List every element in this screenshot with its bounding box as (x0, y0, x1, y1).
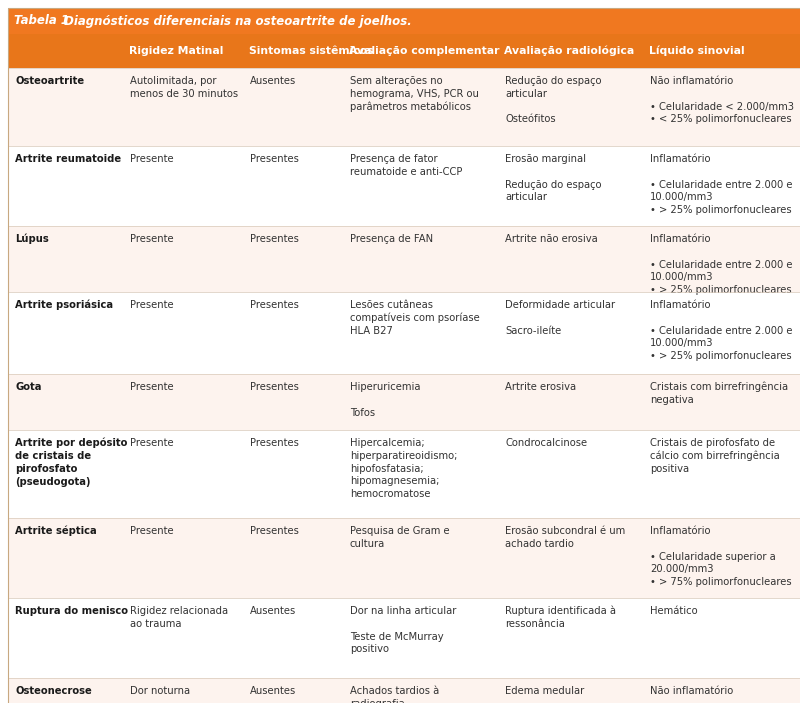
Bar (8, 374, 800, 430)
Text: Tabela 1.: Tabela 1. (14, 15, 74, 27)
Bar (8, 34, 800, 68)
Bar (8, 678, 800, 703)
Text: Hipercalcemia;
hiperparatireoidismo;
hipofosfatasia;
hipomagnesemia;
hemocromato: Hipercalcemia; hiperparatireoidismo; hip… (350, 438, 458, 499)
Bar (8, 518, 800, 598)
Text: Dor noturna: Dor noturna (130, 686, 190, 696)
Text: Avaliação complementar: Avaliação complementar (349, 46, 499, 56)
Text: Ausentes: Ausentes (250, 606, 296, 616)
Bar (8, 68, 800, 146)
Text: Condrocalcinose: Condrocalcinose (505, 438, 587, 448)
Text: Rigidez Matinal: Rigidez Matinal (129, 46, 223, 56)
Text: Lesões cutâneas
compatíveis com psoríase
HLA B27: Lesões cutâneas compatíveis com psoríase… (350, 300, 480, 336)
Text: Hiperuricemia

Tofos: Hiperuricemia Tofos (350, 382, 421, 418)
Text: Presença de fator
reumatoide e anti-CCP: Presença de fator reumatoide e anti-CCP (350, 154, 462, 176)
Text: Gota: Gota (15, 382, 42, 392)
Text: Presente: Presente (130, 438, 174, 448)
Text: Hemático: Hemático (650, 606, 698, 616)
Text: Diagnósticos diferenciais na osteoartrite de joelhos.: Diagnósticos diferenciais na osteoartrit… (60, 15, 412, 27)
Text: Artrite psoriásica: Artrite psoriásica (15, 300, 113, 311)
Text: Sintomas sistêmicos: Sintomas sistêmicos (249, 46, 374, 56)
Text: Artrite séptica: Artrite séptica (15, 526, 97, 536)
Text: Presentes: Presentes (250, 154, 299, 164)
Text: Deformidade articular

Sacro-ileíte: Deformidade articular Sacro-ileíte (505, 300, 615, 335)
Text: Cristais com birrefringência
negativa: Cristais com birrefringência negativa (650, 382, 788, 406)
Text: Achados tardios à
radiografia

Ressonância é mais
sensível: Achados tardios à radiografia Ressonânci… (350, 686, 449, 703)
Text: Artrite não erosiva: Artrite não erosiva (505, 234, 598, 244)
Text: Rigidez relacionada
ao trauma: Rigidez relacionada ao trauma (130, 606, 228, 628)
Text: Inflamatório

• Celularidade entre 2.000 e
10.000/mm3
• > 25% polimorfonucleares: Inflamatório • Celularidade entre 2.000 … (650, 154, 793, 215)
Bar (8, 292, 800, 374)
Text: Ausentes: Ausentes (250, 76, 296, 86)
Text: Ausentes: Ausentes (250, 686, 296, 696)
Text: Inflamatório

• Celularidade entre 2.000 e
10.000/mm3
• > 25% polimorfonucleares: Inflamatório • Celularidade entre 2.000 … (650, 234, 793, 295)
Text: Inflamatório

• Celularidade superior a
20.000/mm3
• > 75% polimorfonucleares: Inflamatório • Celularidade superior a 2… (650, 526, 792, 587)
Text: Ruptura do menisco: Ruptura do menisco (15, 606, 128, 616)
Text: Presente: Presente (130, 300, 174, 310)
Text: Presença de FAN: Presença de FAN (350, 234, 433, 244)
Text: Presente: Presente (130, 526, 174, 536)
Text: Presente: Presente (130, 234, 174, 244)
Text: Presentes: Presentes (250, 234, 299, 244)
Text: Edema medular: Edema medular (505, 686, 584, 696)
Text: Erosão marginal

Redução do espaço
articular: Erosão marginal Redução do espaço articu… (505, 154, 602, 202)
Text: Avaliação radiológica: Avaliação radiológica (504, 46, 634, 56)
Bar (8, 430, 800, 518)
Text: Sem alterações no
hemograma, VHS, PCR ou
parâmetros metabólicos: Sem alterações no hemograma, VHS, PCR ou… (350, 76, 479, 112)
Text: Artrite erosiva: Artrite erosiva (505, 382, 576, 392)
Text: Osteoartrite: Osteoartrite (15, 76, 84, 86)
Text: Osteonecrose: Osteonecrose (15, 686, 92, 696)
Text: Lúpus: Lúpus (15, 234, 49, 245)
Bar (8, 146, 800, 226)
Text: Presente: Presente (130, 382, 174, 392)
Text: Ruptura identificada à
ressonância: Ruptura identificada à ressonância (505, 606, 616, 629)
Bar (8, 8, 800, 34)
Text: Autolimitada, por
menos de 30 minutos: Autolimitada, por menos de 30 minutos (130, 76, 238, 99)
Text: Presentes: Presentes (250, 300, 299, 310)
Text: Redução do espaço
articular

Osteófitos: Redução do espaço articular Osteófitos (505, 76, 602, 124)
Text: Cristais de pirofosfato de
cálcio com birrefringência
positiva: Cristais de pirofosfato de cálcio com bi… (650, 438, 780, 475)
Text: Inflamatório

• Celularidade entre 2.000 e
10.000/mm3
• > 25% polimorfonucleares: Inflamatório • Celularidade entre 2.000 … (650, 300, 793, 361)
Text: Presentes: Presentes (250, 526, 299, 536)
Text: Erosão subcondral é um
achado tardio: Erosão subcondral é um achado tardio (505, 526, 626, 549)
Text: Dor na linha articular

Teste de McMurray
positivo: Dor na linha articular Teste de McMurray… (350, 606, 456, 654)
Bar (8, 598, 800, 678)
Text: Não inflamatório

• Celularidade < 2.000/mm3
• < 25% polimorfonucleares: Não inflamatório • Celularidade < 2.000/… (650, 76, 794, 124)
Text: Líquido sinovial: Líquido sinovial (649, 46, 745, 56)
Text: Artrite por depósito
de cristais de
pirofosfato
(pseudogota): Artrite por depósito de cristais de piro… (15, 438, 127, 487)
Text: Presente: Presente (130, 154, 174, 164)
Text: Presentes: Presentes (250, 438, 299, 448)
Text: Não inflamatório

• Celularidade < 2.000/mm3
• < 25% polimorfonucleares: Não inflamatório • Celularidade < 2.000/… (650, 686, 794, 703)
Text: Presentes: Presentes (250, 382, 299, 392)
Bar (8, 226, 800, 292)
Text: Artrite reumatoide: Artrite reumatoide (15, 154, 121, 164)
Text: Pesquisa de Gram e
cultura: Pesquisa de Gram e cultura (350, 526, 450, 549)
